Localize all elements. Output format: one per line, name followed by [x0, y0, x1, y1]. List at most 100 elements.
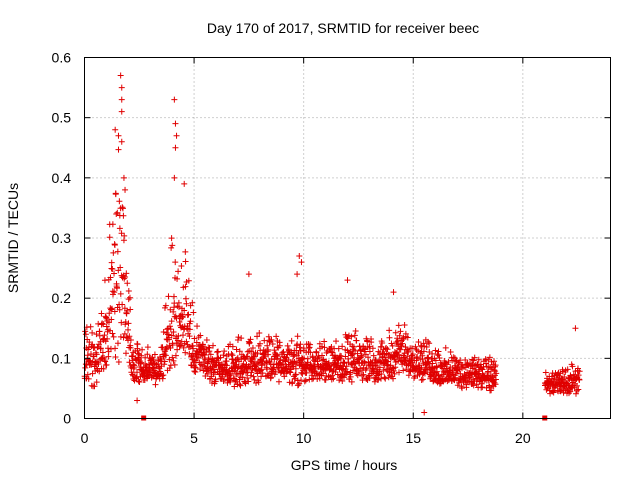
- data-point: [174, 275, 181, 282]
- data-point: [221, 348, 228, 355]
- data-point: [190, 345, 197, 352]
- data-point: [312, 365, 319, 372]
- data-point: [265, 333, 272, 340]
- data-point: [350, 343, 357, 350]
- data-point: [279, 349, 286, 356]
- data-point: [197, 332, 204, 339]
- data-point: [183, 300, 190, 307]
- data-point: [124, 307, 131, 314]
- data-point: [368, 339, 375, 346]
- data-point: [184, 312, 191, 319]
- data-point: [576, 368, 583, 375]
- data-point: [172, 352, 179, 359]
- data-point: [113, 285, 120, 292]
- data-point: [239, 374, 246, 381]
- data-point: [104, 335, 111, 342]
- data-point: [229, 343, 236, 350]
- y-tick-label: 0: [63, 411, 71, 427]
- data-point: [559, 376, 566, 383]
- data-point: [298, 259, 305, 266]
- data-point: [110, 249, 117, 256]
- data-point: [197, 361, 204, 368]
- data-point: [191, 368, 198, 375]
- data-point: [244, 353, 251, 360]
- data-point: [556, 373, 563, 380]
- data-point: [161, 358, 168, 365]
- data-point: [182, 258, 189, 265]
- data-point: [224, 379, 231, 386]
- data-point: [491, 366, 498, 373]
- data-point: [273, 333, 280, 340]
- data-point: [159, 375, 166, 382]
- data-point: [247, 336, 254, 343]
- data-point: [194, 323, 201, 330]
- data-point: [470, 357, 477, 364]
- data-point: [111, 242, 118, 249]
- data-point: [119, 205, 126, 212]
- data-point: [115, 146, 122, 153]
- data-point: [284, 342, 291, 349]
- data-point: [95, 341, 102, 348]
- data-point: [175, 268, 182, 275]
- data-point: [93, 331, 100, 338]
- data-point: [118, 84, 125, 91]
- data-point: [405, 348, 412, 355]
- data-point: [199, 343, 206, 350]
- data-point: [169, 354, 176, 361]
- data-point: [254, 333, 261, 340]
- data-point: [476, 368, 483, 375]
- data-point: [435, 371, 442, 378]
- data-point: [281, 373, 288, 380]
- data-point: [171, 174, 178, 181]
- data-point: [98, 310, 105, 317]
- data-point: [373, 362, 380, 369]
- data-point: [475, 356, 482, 363]
- data-point: [186, 333, 193, 340]
- data-point: [379, 339, 386, 346]
- data-point: [170, 357, 177, 364]
- x-tick-label: 20: [515, 430, 531, 446]
- data-point: [106, 310, 113, 317]
- data-point: [98, 355, 105, 362]
- data-point: [228, 351, 235, 358]
- y-tick-labels: 0 0.1 0.2 0.3 0.4 0.5 0.6: [52, 50, 72, 427]
- data-point: [122, 273, 129, 280]
- data-point: [397, 346, 404, 353]
- data-point: [109, 221, 116, 228]
- data-point: [170, 293, 177, 300]
- data-point: [99, 320, 106, 327]
- data-point: [127, 306, 134, 313]
- data-point: [123, 334, 130, 341]
- data-point: [321, 344, 328, 351]
- data-point: [488, 387, 495, 394]
- chart-title: Day 170 of 2017, SRMTID for receiver bee…: [207, 20, 479, 36]
- data-point: [127, 344, 134, 351]
- data-point: [262, 353, 269, 360]
- data-point: [125, 296, 132, 303]
- y-tick-label: 0.1: [52, 350, 72, 366]
- data-point: [432, 347, 439, 354]
- data-point: [329, 372, 336, 379]
- data-point: [292, 372, 299, 379]
- data-point: [363, 365, 370, 372]
- data-point: [236, 348, 243, 355]
- data-point: [178, 262, 185, 269]
- data-point: [320, 366, 327, 373]
- data-point: [428, 366, 435, 373]
- data-point: [294, 271, 301, 278]
- data-point: [254, 350, 261, 357]
- data-point: [567, 388, 574, 395]
- y-tick-label: 0.4: [52, 170, 72, 186]
- data-point: [166, 323, 173, 330]
- data-point: [134, 347, 141, 354]
- data-point: [183, 338, 190, 345]
- data-point: [491, 358, 498, 365]
- data-point: [421, 370, 428, 377]
- data-point: [414, 354, 421, 361]
- data-point: [394, 338, 401, 345]
- data-point: [319, 357, 326, 364]
- data-point: [378, 343, 385, 350]
- data-point: [245, 271, 252, 278]
- data-point: [109, 305, 116, 312]
- data-point: [175, 304, 182, 311]
